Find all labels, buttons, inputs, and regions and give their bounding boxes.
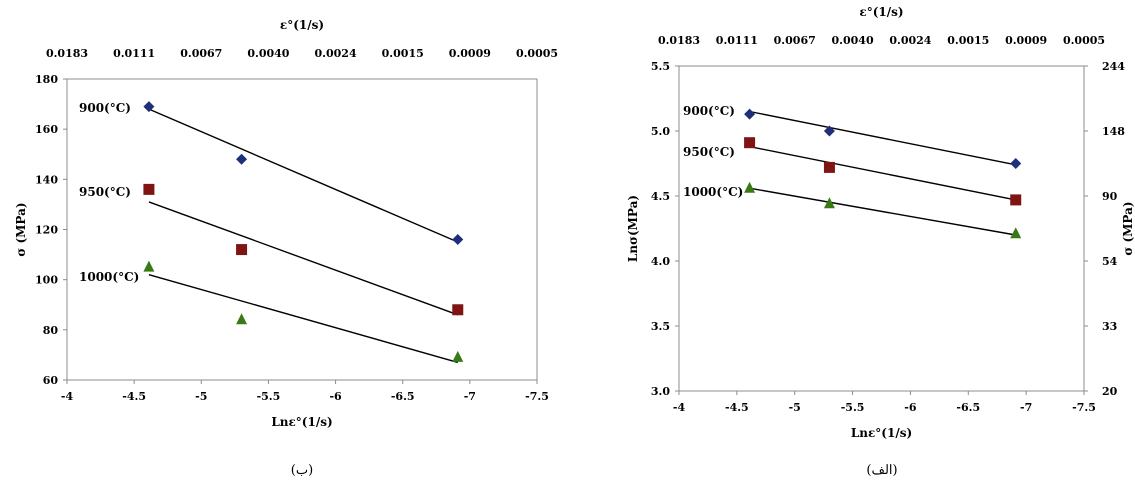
x-tick-label: -6.5 xyxy=(956,401,980,414)
data-point xyxy=(452,304,464,316)
x-tick-label: -4.5 xyxy=(725,401,749,414)
top-x-tick-label: 0.0024 xyxy=(889,34,931,47)
data-point xyxy=(744,137,756,149)
y-axis-title: σ (MPa) xyxy=(14,202,28,256)
data-point xyxy=(143,183,155,195)
top-x-tick-label: 0.0067 xyxy=(774,34,816,47)
right-y-tick-label: 244 xyxy=(1102,60,1125,73)
x-tick-label: -5.5 xyxy=(257,390,281,403)
fit-line xyxy=(749,187,1016,236)
x-tick-label: -4 xyxy=(673,401,686,414)
top-x-tick-label: 0.0183 xyxy=(658,34,700,47)
top-x-tick-label: 0.0009 xyxy=(449,47,491,60)
y-tick-label: 180 xyxy=(35,73,58,86)
fit-line xyxy=(148,273,458,364)
top-x-tick-label: 0.0015 xyxy=(382,47,424,60)
fit-line xyxy=(749,145,1016,201)
x-tick-label: -7.5 xyxy=(525,390,549,403)
data-point xyxy=(452,350,464,362)
x-tick-label: -5.5 xyxy=(841,401,865,414)
top-x-tick-label: 0.0067 xyxy=(180,47,222,60)
chart-caption: (ب) xyxy=(291,463,313,478)
x-tick-label: -7 xyxy=(464,390,476,403)
data-point xyxy=(236,153,248,165)
data-point xyxy=(452,234,464,246)
data-point xyxy=(143,260,155,272)
data-point xyxy=(744,108,756,120)
top-x-tick-label: 0.0005 xyxy=(1063,34,1105,47)
chart-b-plot-frame xyxy=(66,78,538,381)
data-point xyxy=(1010,194,1022,206)
series-label: 900(°C) xyxy=(683,104,735,118)
data-point xyxy=(823,125,835,137)
y-tick-label: 120 xyxy=(35,224,58,237)
y-tick-label: 3.0 xyxy=(651,385,670,398)
y-tick-label: 100 xyxy=(35,274,58,287)
data-point xyxy=(823,161,835,173)
chart-b-group: -4 -4.5 -5 -5.5 -6 -6.5 -7 -7.5 0.0183 0.0111 0.00… xyxy=(14,18,558,478)
x-tick-label: -5 xyxy=(789,401,801,414)
y-tick-label: 3.5 xyxy=(651,320,670,333)
right-y-tick-label: 33 xyxy=(1102,320,1117,333)
chart-alef-plot-frame xyxy=(678,65,1085,392)
x-axis-title: Lnε°(1/s) xyxy=(271,415,332,429)
x-axis-title: Lnε°(1/s) xyxy=(851,426,912,440)
top-x-tick-label: 0.0024 xyxy=(315,47,357,60)
right-y-axis-title: σ (MPa) xyxy=(1121,201,1135,255)
top-x-tick-label: 0.0183 xyxy=(46,47,88,60)
y-tick-label: 5.0 xyxy=(651,125,670,138)
top-x-axis-title: ε°(1/s) xyxy=(859,5,903,19)
series-label: 1000(°C) xyxy=(683,185,743,199)
chart-caption: (الف) xyxy=(866,463,897,478)
top-x-tick-label: 0.0040 xyxy=(832,34,874,47)
y-tick-label: 4.5 xyxy=(651,190,670,203)
x-tick-label: -4 xyxy=(61,390,74,403)
right-y-tick-label: 54 xyxy=(1102,255,1118,268)
x-tick-label: -6 xyxy=(329,390,342,403)
y-tick-label: 80 xyxy=(43,324,59,337)
data-point xyxy=(236,244,248,256)
top-x-tick-label: 0.0040 xyxy=(247,47,289,60)
fit-line xyxy=(749,110,1016,166)
right-y-tick-label: 90 xyxy=(1102,190,1118,203)
series-label: 900(°C) xyxy=(79,101,131,115)
data-point xyxy=(1010,158,1022,169)
x-tick-label: -6 xyxy=(904,401,917,414)
y-tick-label: 140 xyxy=(35,173,58,186)
data-point xyxy=(823,197,835,209)
x-tick-label: -6.5 xyxy=(391,390,415,403)
series-label: 950(°C) xyxy=(683,145,735,159)
y-tick-label: 60 xyxy=(43,374,59,387)
x-tick-label: -7.5 xyxy=(1072,401,1096,414)
top-x-tick-label: 0.0111 xyxy=(113,47,155,60)
x-tick-label: -7 xyxy=(1020,401,1032,414)
x-tick-label: -5 xyxy=(195,390,207,403)
top-x-tick-label: 0.0009 xyxy=(1005,34,1047,47)
series-label: 1000(°C) xyxy=(79,270,139,284)
right-y-tick-label: 148 xyxy=(1102,125,1125,138)
data-point xyxy=(143,101,155,113)
fit-line xyxy=(148,108,459,243)
fit-line xyxy=(148,201,459,316)
top-x-tick-label: 0.0111 xyxy=(716,34,758,47)
series-label: 950(°C) xyxy=(79,185,131,199)
y-axis-title: Lnσ(MPa) xyxy=(626,195,640,262)
data-point xyxy=(236,313,248,325)
y-tick-label: 4.0 xyxy=(651,255,670,268)
top-x-tick-label: 0.0005 xyxy=(516,47,558,60)
data-point xyxy=(1010,227,1022,239)
right-y-tick-label: 20 xyxy=(1102,385,1118,398)
y-tick-label: 5.5 xyxy=(651,60,670,73)
y-tick-label: 160 xyxy=(35,123,58,136)
x-tick-label: -4.5 xyxy=(122,390,146,403)
data-point xyxy=(744,181,756,193)
top-x-tick-label: 0.0015 xyxy=(947,34,989,47)
chart-alef-group: -4 -4.5 -5 -5.5 -6 -6.5 -7 -7.5 0.0183 0.0111 0.00… xyxy=(626,5,1135,478)
top-x-axis-title: ε°(1/s) xyxy=(280,18,324,32)
